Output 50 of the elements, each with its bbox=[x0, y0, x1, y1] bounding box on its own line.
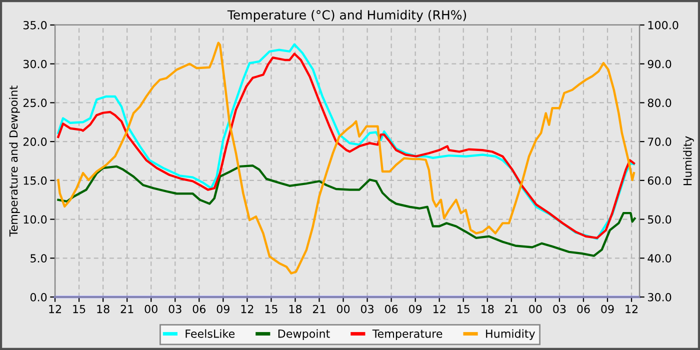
x-tick-label: 12 bbox=[626, 304, 638, 314]
y2-tick-label: 100.0 bbox=[648, 20, 678, 30]
x-tick-label: 03 bbox=[553, 304, 566, 314]
x-tick-label: 15 bbox=[458, 304, 470, 314]
y-tick-label: 15.0 bbox=[24, 176, 47, 185]
x-tick-label: 21 bbox=[120, 304, 134, 314]
line-series bbox=[57, 164, 636, 257]
y-tick-label: 25.0 bbox=[23, 98, 47, 108]
legend-label: Temperature bbox=[372, 330, 442, 340]
x-tick-label: 00 bbox=[529, 304, 542, 314]
x-tick-label: 03 bbox=[360, 304, 374, 314]
x-tick-label: 06 bbox=[192, 304, 206, 314]
x-tick-label: 03 bbox=[168, 304, 182, 314]
x-tick-label: 18 bbox=[289, 304, 302, 314]
x-tick-label: 15 bbox=[265, 304, 278, 314]
legend-label: Dewpoint bbox=[278, 329, 330, 340]
x-tick-label: 12 bbox=[434, 304, 446, 314]
y2-tick-label: 30.0 bbox=[648, 292, 672, 302]
x-tick-label: 06 bbox=[384, 304, 398, 314]
y2-tick-label: 50.0 bbox=[648, 215, 672, 224]
x-tick-label: 15 bbox=[73, 304, 86, 314]
x-tick-label: 21 bbox=[505, 304, 518, 314]
y2-tick-label: 90.0 bbox=[648, 60, 672, 68]
x-tick-label: 21 bbox=[312, 304, 326, 314]
legend-label: FeelsLike bbox=[186, 329, 235, 338]
line-series bbox=[57, 42, 636, 274]
x-tick-label: 09 bbox=[408, 304, 422, 314]
x-tick-label: 18 bbox=[97, 304, 110, 314]
x-tick-label: 12 bbox=[241, 304, 254, 314]
x-tick-label: 09 bbox=[601, 304, 614, 314]
x-tick-label: 09 bbox=[216, 304, 230, 314]
chart-title: Temperature (°C) and Humidity (RH%) bbox=[227, 10, 466, 22]
x-tick-label: 12 bbox=[49, 304, 61, 314]
y-tick-label: 10.0 bbox=[24, 215, 47, 224]
y-tick-label: 35.0 bbox=[23, 20, 47, 30]
x-tick-label: 00 bbox=[144, 304, 158, 314]
y2-axis-title: Humidity bbox=[683, 136, 694, 186]
y2-tick-label: 40.0 bbox=[648, 254, 672, 263]
y-tick-label: 20.0 bbox=[23, 138, 47, 146]
y-axis-title: Temperature and Dewpoint bbox=[9, 86, 20, 237]
y-tick-label: 30.0 bbox=[23, 60, 47, 68]
x-tick-label: 00 bbox=[336, 304, 350, 314]
legend-label: Humidity bbox=[486, 329, 536, 340]
x-tick-label: 06 bbox=[577, 304, 590, 314]
y-tick-label: 0.0 bbox=[30, 292, 47, 302]
y-tick-label: 5.0 bbox=[30, 254, 47, 263]
y2-tick-label: 60.0 bbox=[648, 176, 672, 185]
x-tick-label: 18 bbox=[482, 304, 494, 314]
y2-tick-label: 80.0 bbox=[648, 98, 672, 108]
y2-tick-label: 70.0 bbox=[648, 138, 672, 146]
